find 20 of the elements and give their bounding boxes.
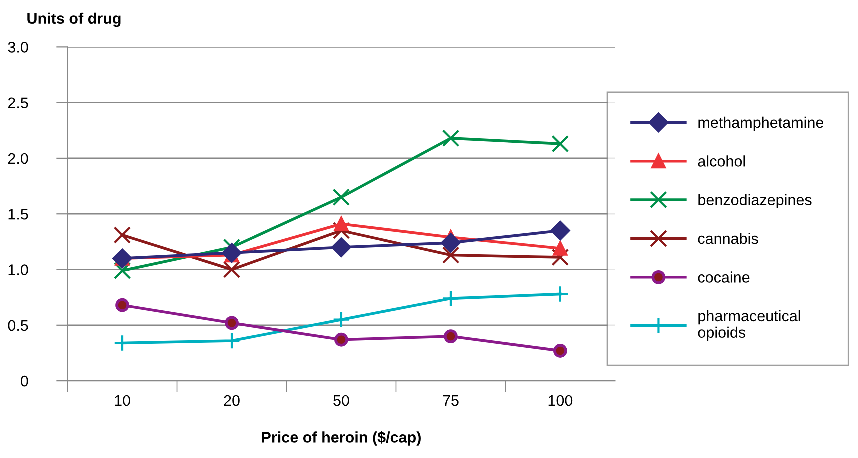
y-tick-label: 0 — [20, 376, 28, 387]
legend-label: pharmaceutical opioids — [698, 310, 800, 342]
legend-label: cannabis — [698, 232, 758, 244]
y-tick-label: 1.0 — [8, 264, 28, 276]
y-tick-label: 3.0 — [8, 42, 28, 53]
x-tick-label: 75 — [443, 396, 459, 406]
x-tick-label: 100 — [548, 395, 573, 406]
x-tick-label: 10 — [115, 395, 130, 406]
y-axis-title: Units of drug — [28, 12, 121, 28]
y-tick-label: 2.0 — [8, 153, 28, 164]
x-axis-title: Price of heroin ($/cap) — [262, 431, 421, 446]
legend-label: alcohol — [698, 156, 746, 167]
legend-label: methamphetamine — [698, 116, 824, 132]
x-tick-label: 50 — [334, 395, 350, 406]
y-tick-label: 0.5 — [8, 320, 28, 332]
x-tick-label: 20 — [224, 395, 240, 406]
y-tick-label: 1.5 — [8, 209, 28, 220]
legend-label: cocaine — [698, 272, 750, 283]
legend-label: benzodiazepines — [698, 194, 812, 209]
y-tick-label: 2.5 — [8, 98, 28, 109]
